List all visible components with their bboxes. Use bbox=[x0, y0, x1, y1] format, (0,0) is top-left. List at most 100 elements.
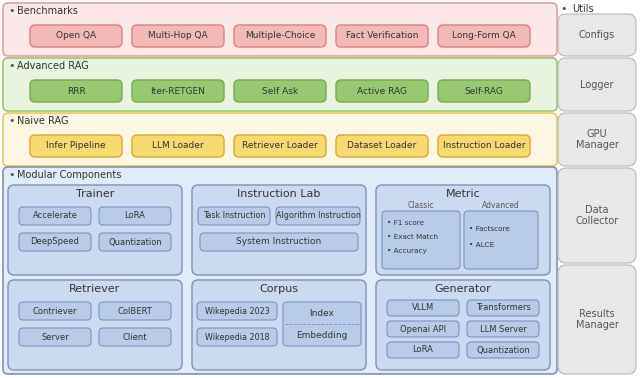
Text: Multiple-Choice: Multiple-Choice bbox=[245, 31, 315, 40]
Text: LLM Server: LLM Server bbox=[479, 324, 527, 333]
Text: • Exact Match: • Exact Match bbox=[387, 234, 438, 240]
Text: Contriever: Contriever bbox=[33, 307, 77, 316]
FancyBboxPatch shape bbox=[30, 25, 122, 47]
FancyBboxPatch shape bbox=[99, 328, 171, 346]
FancyBboxPatch shape bbox=[19, 302, 91, 320]
FancyBboxPatch shape bbox=[192, 185, 366, 275]
Text: Transformers: Transformers bbox=[476, 304, 531, 313]
FancyBboxPatch shape bbox=[558, 113, 636, 166]
Text: Multi-Hop QA: Multi-Hop QA bbox=[148, 31, 208, 40]
Text: • Factscore: • Factscore bbox=[469, 226, 510, 232]
Text: Iter-RETGEN: Iter-RETGEN bbox=[150, 87, 205, 96]
FancyBboxPatch shape bbox=[3, 113, 557, 166]
Text: •: • bbox=[8, 116, 15, 126]
Text: LoRA: LoRA bbox=[125, 212, 145, 220]
FancyBboxPatch shape bbox=[3, 58, 557, 111]
Text: Self-RAG: Self-RAG bbox=[465, 87, 504, 96]
FancyBboxPatch shape bbox=[387, 300, 459, 316]
FancyBboxPatch shape bbox=[192, 280, 366, 370]
Text: Quantization: Quantization bbox=[476, 345, 530, 355]
FancyBboxPatch shape bbox=[558, 168, 636, 263]
Text: Advanced: Advanced bbox=[482, 201, 520, 211]
FancyBboxPatch shape bbox=[19, 328, 91, 346]
FancyBboxPatch shape bbox=[3, 3, 557, 56]
FancyBboxPatch shape bbox=[99, 207, 171, 225]
Text: Configs: Configs bbox=[579, 30, 615, 40]
Text: Long-Form QA: Long-Form QA bbox=[452, 31, 516, 40]
Text: Naive RAG: Naive RAG bbox=[17, 116, 68, 126]
FancyBboxPatch shape bbox=[283, 302, 361, 346]
FancyBboxPatch shape bbox=[99, 233, 171, 251]
FancyBboxPatch shape bbox=[30, 135, 122, 157]
Text: LLM Loader: LLM Loader bbox=[152, 141, 204, 150]
FancyBboxPatch shape bbox=[387, 321, 459, 337]
Text: Advanced RAG: Advanced RAG bbox=[17, 61, 89, 71]
Text: Wikepedia 2023: Wikepedia 2023 bbox=[205, 307, 269, 316]
Text: Active RAG: Active RAG bbox=[357, 87, 407, 96]
FancyBboxPatch shape bbox=[132, 25, 224, 47]
FancyBboxPatch shape bbox=[336, 135, 428, 157]
FancyBboxPatch shape bbox=[387, 342, 459, 358]
FancyBboxPatch shape bbox=[438, 80, 530, 102]
FancyBboxPatch shape bbox=[558, 14, 636, 56]
FancyBboxPatch shape bbox=[19, 233, 91, 251]
Text: Data
Collector: Data Collector bbox=[575, 205, 619, 226]
Text: •: • bbox=[8, 6, 15, 16]
FancyBboxPatch shape bbox=[197, 328, 277, 346]
Text: Retriever: Retriever bbox=[69, 284, 120, 294]
Text: VLLM: VLLM bbox=[412, 304, 434, 313]
Text: Embedding: Embedding bbox=[296, 330, 348, 339]
Text: Fact Verification: Fact Verification bbox=[346, 31, 419, 40]
Text: Classic: Classic bbox=[408, 201, 435, 211]
Text: Task Instruction: Task Instruction bbox=[203, 212, 265, 220]
FancyBboxPatch shape bbox=[438, 135, 530, 157]
Text: Quantization: Quantization bbox=[108, 237, 162, 246]
FancyBboxPatch shape bbox=[234, 80, 326, 102]
Text: Client: Client bbox=[123, 333, 147, 341]
FancyBboxPatch shape bbox=[198, 207, 270, 225]
Text: Instruction Loader: Instruction Loader bbox=[443, 141, 525, 150]
Text: Open QA: Open QA bbox=[56, 31, 96, 40]
Text: ColBERT: ColBERT bbox=[118, 307, 152, 316]
FancyBboxPatch shape bbox=[558, 265, 636, 374]
FancyBboxPatch shape bbox=[234, 25, 326, 47]
FancyBboxPatch shape bbox=[132, 80, 224, 102]
FancyBboxPatch shape bbox=[467, 321, 539, 337]
Text: Index: Index bbox=[310, 308, 335, 318]
FancyBboxPatch shape bbox=[438, 25, 530, 47]
FancyBboxPatch shape bbox=[464, 211, 538, 269]
FancyBboxPatch shape bbox=[376, 280, 550, 370]
Text: Self Ask: Self Ask bbox=[262, 87, 298, 96]
Text: Utils: Utils bbox=[572, 4, 594, 14]
Text: Server: Server bbox=[41, 333, 69, 341]
FancyBboxPatch shape bbox=[3, 167, 557, 374]
Text: Modular Components: Modular Components bbox=[17, 170, 122, 180]
FancyBboxPatch shape bbox=[30, 80, 122, 102]
Text: Accelerate: Accelerate bbox=[33, 212, 77, 220]
Text: • F1 score: • F1 score bbox=[387, 220, 424, 226]
FancyBboxPatch shape bbox=[132, 135, 224, 157]
Text: Metric: Metric bbox=[445, 189, 481, 199]
FancyBboxPatch shape bbox=[99, 302, 171, 320]
Text: Instruction Lab: Instruction Lab bbox=[237, 189, 321, 199]
Text: Benchmarks: Benchmarks bbox=[17, 6, 78, 16]
Text: Corpus: Corpus bbox=[259, 284, 298, 294]
Text: Wikepedia 2018: Wikepedia 2018 bbox=[205, 333, 269, 341]
Text: LoRA: LoRA bbox=[413, 345, 433, 355]
FancyBboxPatch shape bbox=[19, 207, 91, 225]
Text: •: • bbox=[560, 4, 566, 14]
Text: GPU
Manager: GPU Manager bbox=[575, 129, 618, 150]
Text: Dataset Loader: Dataset Loader bbox=[348, 141, 417, 150]
Text: • Accuracy: • Accuracy bbox=[387, 248, 427, 254]
FancyBboxPatch shape bbox=[200, 233, 358, 251]
Text: Generator: Generator bbox=[435, 284, 492, 294]
Text: •: • bbox=[8, 170, 15, 180]
Text: Logger: Logger bbox=[580, 79, 614, 90]
FancyBboxPatch shape bbox=[467, 300, 539, 316]
FancyBboxPatch shape bbox=[234, 135, 326, 157]
FancyBboxPatch shape bbox=[8, 185, 182, 275]
FancyBboxPatch shape bbox=[382, 211, 460, 269]
Text: Trainer: Trainer bbox=[76, 189, 114, 199]
FancyBboxPatch shape bbox=[467, 342, 539, 358]
Text: • ALCE: • ALCE bbox=[469, 242, 494, 248]
